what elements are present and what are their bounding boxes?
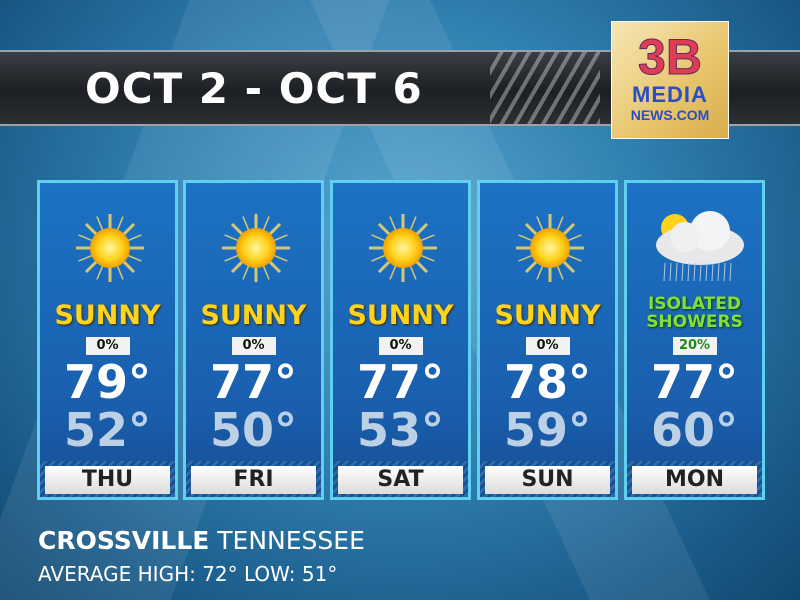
condition: SUNNY [494,300,601,331]
high-temp: 77° [356,355,444,409]
state: TENNESSEE [217,526,365,555]
low-temp: 53° [356,403,444,457]
forecast-panel-fri: SUNNY 0% 77° 50° FRI [183,180,324,500]
logo-news: NEWS.COM [630,107,710,123]
day-label: FRI [191,466,316,494]
condition: ISOLATED SHOWERS [646,294,743,332]
low-temp: 52° [63,403,151,457]
condition: SUNNY [200,300,307,331]
city: CROSSVILLE [38,526,210,555]
page-title: OCT 2 - OCT 6 [85,64,423,113]
partly-cloudy-rain-icon [656,203,744,283]
sun-icon [75,203,145,283]
forecast-panel-sat: SUNNY 0% 77° 53° SAT [330,180,471,500]
logo: 3B MEDIA NEWS.COM [611,21,729,139]
low-temp: 59° [503,403,591,457]
high-temp: 79° [63,355,151,409]
low-temp: 60° [650,403,738,457]
precip-chance: 0% [525,337,570,355]
day-label: SAT [338,466,463,494]
logo-3b: 3B [638,29,703,85]
precip-chance: 0% [85,337,130,355]
high-temp: 77° [650,355,738,409]
low-temp: 50° [209,403,297,457]
header-stripes [490,52,600,124]
high-temp: 78° [503,355,591,409]
day-label: THU [45,466,170,494]
precip-chance: 0% [378,337,423,355]
day-label: SUN [485,466,610,494]
location: CROSSVILLE TENNESSEE [38,526,365,555]
high-temp: 77° [209,355,297,409]
condition: SUNNY [54,300,161,331]
sun-icon [368,203,438,283]
sun-icon [221,203,291,283]
precip-chance: 0% [231,337,276,355]
precip-chance: 20% [672,337,717,355]
average-temps: AVERAGE HIGH: 72° LOW: 51° [38,562,338,586]
forecast-panel-sun: SUNNY 0% 78° 59° SUN [477,180,618,500]
day-label: MON [632,466,757,494]
logo-media: MEDIA [632,82,708,107]
forecast-panel-mon: ISOLATED SHOWERS 20% 77° 60° MON [624,180,765,500]
sun-icon [515,203,585,283]
condition: SUNNY [347,300,454,331]
forecast-panel-thu: SUNNY 0% 79° 52° THU [37,180,178,500]
